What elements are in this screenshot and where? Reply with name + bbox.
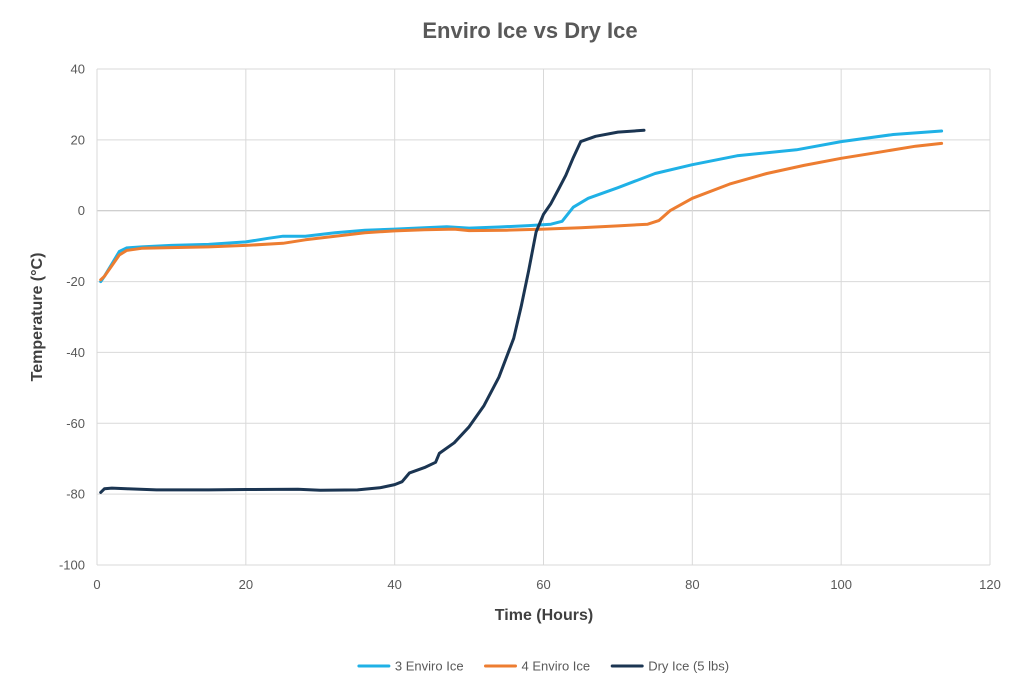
tick-labels: -100 -80 -60 -40 -20 0 20 40 0 20 40 60 80 100 120 <box>59 62 1001 593</box>
legend-item: Dry Ice (5 lbs) <box>610 659 729 674</box>
legend-label: Dry Ice (5 lbs) <box>648 659 729 674</box>
y-tick-label: 0 <box>78 203 85 218</box>
x-tick-label: 100 <box>830 577 852 592</box>
x-tick-label: 80 <box>685 577 699 592</box>
series-lines <box>99 128 944 494</box>
legend-label: 4 Enviro Ice <box>522 659 591 674</box>
legend: 3 Enviro Ice 4 Enviro Ice Dry Ice (5 lbs) <box>357 659 729 674</box>
gridlines <box>96 68 991 566</box>
x-axis-title: Time (Hours) <box>495 607 593 624</box>
legend-item: 3 Enviro Ice <box>357 659 464 674</box>
x-tick-label: 40 <box>387 577 401 592</box>
y-tick-label: -80 <box>66 487 85 502</box>
y-tick-label: 40 <box>71 62 85 77</box>
y-axis-title: Temperature (°C) <box>29 253 46 382</box>
x-tick-label: 60 <box>536 577 550 592</box>
series-line <box>99 141 944 282</box>
y-tick-label: 20 <box>71 132 85 147</box>
series-line <box>99 129 944 284</box>
legend-item: 4 Enviro Ice <box>484 659 591 674</box>
legend-label: 3 Enviro Ice <box>395 659 464 674</box>
x-tick-label: 0 <box>93 577 100 592</box>
y-tick-label: -40 <box>66 345 85 360</box>
y-tick-label: -100 <box>59 558 85 573</box>
x-tick-label: 120 <box>979 577 1001 592</box>
chart-title: Enviro Ice vs Dry Ice <box>422 18 637 43</box>
y-tick-label: -60 <box>66 416 85 431</box>
y-tick-label: -20 <box>66 274 85 289</box>
x-tick-label: 20 <box>239 577 253 592</box>
series-line <box>99 128 646 494</box>
